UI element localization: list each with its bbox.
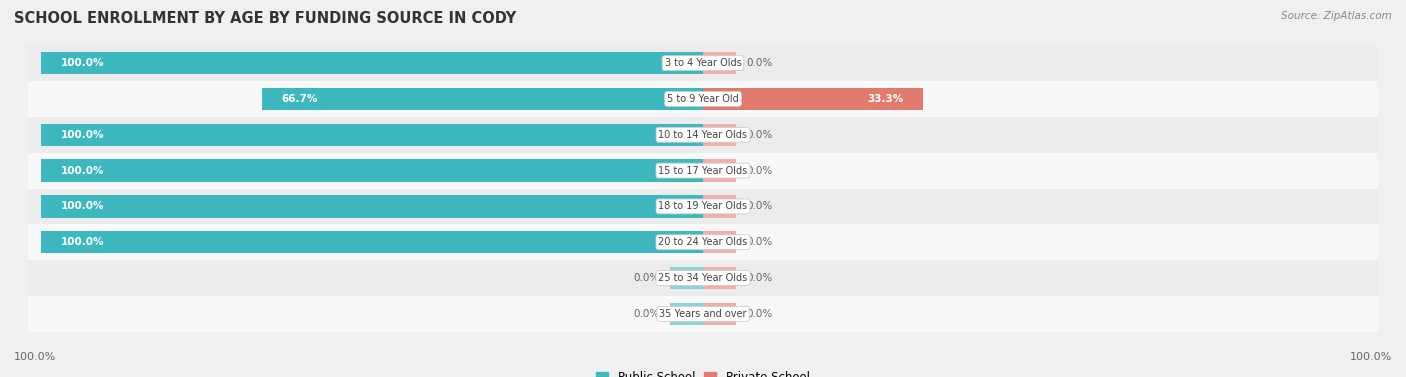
Text: 0.0%: 0.0%	[747, 309, 772, 319]
Text: 0.0%: 0.0%	[634, 273, 659, 283]
Text: 3 to 4 Year Olds: 3 to 4 Year Olds	[665, 58, 741, 68]
Text: 18 to 19 Year Olds: 18 to 19 Year Olds	[658, 201, 748, 211]
Text: 0.0%: 0.0%	[747, 58, 772, 68]
Text: 0.0%: 0.0%	[747, 130, 772, 140]
Bar	[41, 195, 703, 218]
Text: 0.0%: 0.0%	[747, 237, 772, 247]
Bar	[703, 267, 737, 289]
Text: 100.0%: 100.0%	[62, 237, 104, 247]
Bar	[703, 124, 737, 146]
Bar	[28, 296, 1378, 332]
Text: 0.0%: 0.0%	[634, 309, 659, 319]
Text: 66.7%: 66.7%	[281, 94, 318, 104]
Text: 100.0%: 100.0%	[62, 130, 104, 140]
Text: 15 to 17 Year Olds: 15 to 17 Year Olds	[658, 166, 748, 176]
Text: 100.0%: 100.0%	[1350, 352, 1392, 362]
Bar	[669, 303, 703, 325]
Text: 0.0%: 0.0%	[747, 166, 772, 176]
Bar	[41, 159, 703, 182]
Bar	[703, 88, 924, 110]
Text: 5 to 9 Year Old: 5 to 9 Year Old	[666, 94, 740, 104]
Text: 100.0%: 100.0%	[62, 201, 104, 211]
Text: 10 to 14 Year Olds: 10 to 14 Year Olds	[658, 130, 748, 140]
Bar	[703, 159, 737, 182]
Bar	[703, 52, 737, 74]
Bar	[28, 117, 1378, 153]
Text: SCHOOL ENROLLMENT BY AGE BY FUNDING SOURCE IN CODY: SCHOOL ENROLLMENT BY AGE BY FUNDING SOUR…	[14, 11, 516, 26]
Text: 33.3%: 33.3%	[868, 94, 904, 104]
Text: 0.0%: 0.0%	[747, 201, 772, 211]
Bar	[28, 45, 1378, 81]
Text: 100.0%: 100.0%	[62, 58, 104, 68]
Bar	[669, 267, 703, 289]
Bar	[41, 124, 703, 146]
Text: 20 to 24 Year Olds: 20 to 24 Year Olds	[658, 237, 748, 247]
Text: 25 to 34 Year Olds: 25 to 34 Year Olds	[658, 273, 748, 283]
Bar	[262, 88, 703, 110]
Bar	[41, 231, 703, 253]
Bar	[703, 303, 737, 325]
Bar	[28, 188, 1378, 224]
Bar	[703, 195, 737, 218]
Bar	[28, 81, 1378, 117]
Text: 0.0%: 0.0%	[747, 273, 772, 283]
Text: Source: ZipAtlas.com: Source: ZipAtlas.com	[1281, 11, 1392, 21]
Legend: Public School, Private School: Public School, Private School	[592, 366, 814, 377]
Bar	[703, 231, 737, 253]
Text: 35 Years and over: 35 Years and over	[659, 309, 747, 319]
Text: 100.0%: 100.0%	[62, 166, 104, 176]
Text: 100.0%: 100.0%	[14, 352, 56, 362]
Bar	[28, 224, 1378, 260]
Bar	[41, 52, 703, 74]
Bar	[28, 153, 1378, 188]
Bar	[28, 260, 1378, 296]
